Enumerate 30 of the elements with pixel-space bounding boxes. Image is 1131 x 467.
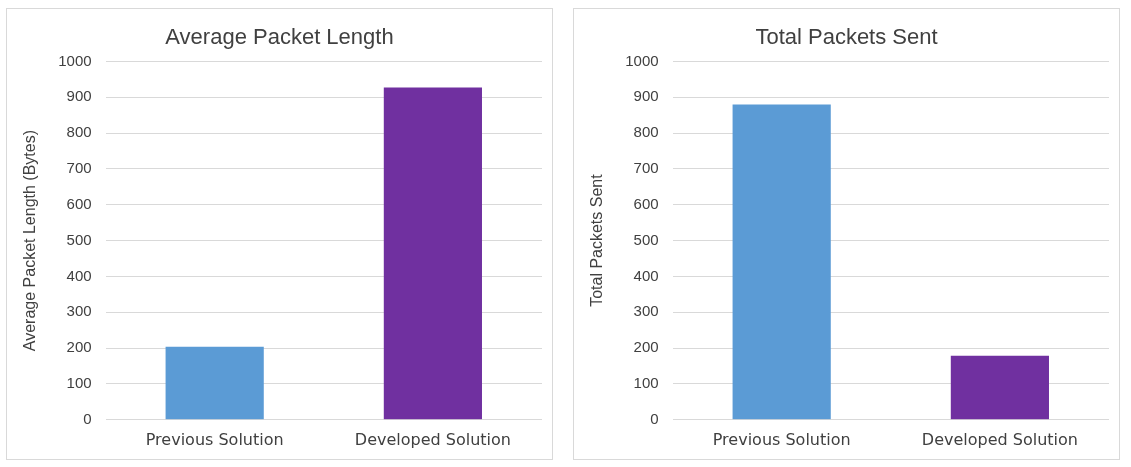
y-tick-label: 1000 [625,51,659,69]
y-tick-label: 500 [66,230,92,248]
chart-title: Average Packet Length [165,24,394,50]
y-tick-label: 700 [633,159,659,177]
y-axis-title: Total Packets Sent [588,173,606,307]
y-tick-label: 0 [650,409,659,427]
y-tick-label: 100 [66,374,92,392]
x-tick-label: Developed Solution [921,429,1078,449]
y-tick-label: 600 [66,194,92,212]
y-tick-label: 300 [633,302,659,320]
y-tick-label: 400 [633,266,659,284]
x-tick-label: Developed Solution [354,429,511,449]
y-tick-label: 1000 [58,51,92,69]
y-tick-label: 500 [633,230,659,248]
chart-title: Total Packets Sent [755,24,938,50]
y-tick-label: 700 [66,159,92,177]
y-tick-label: 400 [66,266,92,284]
y-tick-label: 200 [66,338,92,356]
x-tick-label: Previous Solution [712,429,851,449]
y-tick-label: 600 [633,194,659,212]
y-tick-label: 200 [633,338,659,356]
y-tick-label: 300 [66,302,92,320]
y-tick-label: 100 [633,374,659,392]
y-tick-label: 0 [83,409,92,427]
y-axis-title: Average Packet Length (Bytes) [21,130,39,352]
y-tick-label: 800 [633,123,659,141]
y-tick-label: 800 [66,123,92,141]
y-tick-label: 900 [633,87,659,105]
x-tick-label: Previous Solution [145,429,284,449]
y-tick-label: 900 [66,87,92,105]
